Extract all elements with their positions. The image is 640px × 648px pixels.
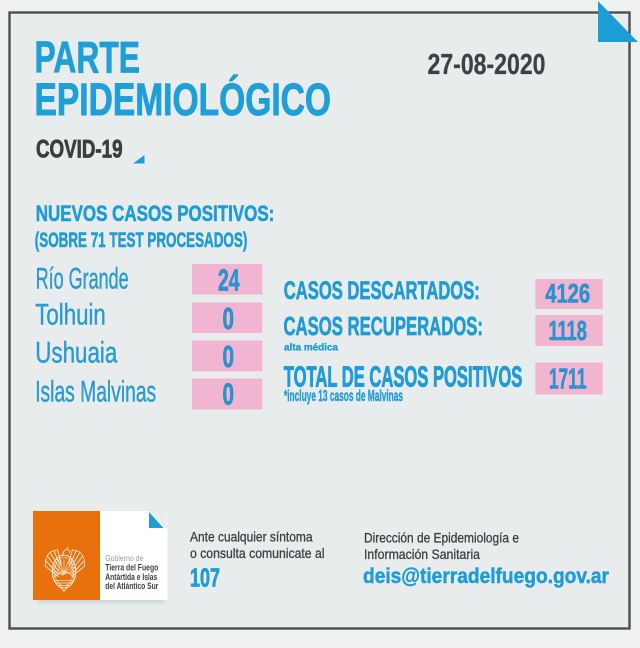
svg-text:107: 107 [190,563,220,593]
svg-text:Antártida e Islas: Antártida e Islas [105,572,157,582]
svg-text:1711: 1711 [549,364,587,396]
svg-text:o consulta comunicate al: o consulta comunicate al [190,545,325,561]
svg-text:Islas Malvinas: Islas Malvinas [35,376,156,409]
svg-text:Tolhuin: Tolhuin [35,299,106,332]
svg-text:1118: 1118 [548,315,587,346]
svg-text:NUEVOS CASOS POSITIVOS:: NUEVOS CASOS POSITIVOS: [36,201,274,226]
svg-text:Dirección de Epidemiología e: Dirección de Epidemiología e [364,531,519,546]
svg-text:(SOBRE 71 TEST PROCESADOS): (SOBRE 71 TEST PROCESADOS) [35,229,248,252]
svg-text:0: 0 [223,377,235,412]
svg-text:EPIDEMIOLÓGICO: EPIDEMIOLÓGICO [35,73,332,125]
svg-text:4126: 4126 [545,279,590,309]
svg-text:alta médica: alta médica [284,343,338,354]
svg-text:COVID-19: COVID-19 [36,136,123,164]
svg-text:PARTE: PARTE [35,34,141,83]
svg-text:0: 0 [223,301,235,336]
svg-text:TOTAL DE CASOS POSITIVOS: TOTAL DE CASOS POSITIVOS [284,360,523,392]
svg-text:24: 24 [218,263,240,298]
svg-text:Ante cualquier síntoma: Ante cualquier síntoma [190,529,313,545]
svg-text:*incluye 13 casos de Malvinas: *incluye 13 casos de Malvinas [284,388,403,405]
svg-text:Ushuaia: Ushuaia [35,337,117,370]
svg-text:Tierra del Fuego: Tierra del Fuego [105,563,158,573]
svg-text:27-08-2020: 27-08-2020 [428,48,546,80]
svg-text:Río Grande: Río Grande [36,263,129,296]
svg-text:Información Sanitaria: Información Sanitaria [364,547,480,562]
svg-text:del Atlántico Sur: del Atlántico Sur [105,581,158,591]
svg-text:deis@tierradelfuego.gov.ar: deis@tierradelfuego.gov.ar [363,564,610,588]
svg-text:CASOS RECUPERADOS:: CASOS RECUPERADOS: [284,311,484,341]
svg-text:0: 0 [223,339,235,374]
svg-text:CASOS DESCARTADOS:: CASOS DESCARTADOS: [284,277,480,305]
svg-text:Gobierno de: Gobierno de [105,553,143,563]
